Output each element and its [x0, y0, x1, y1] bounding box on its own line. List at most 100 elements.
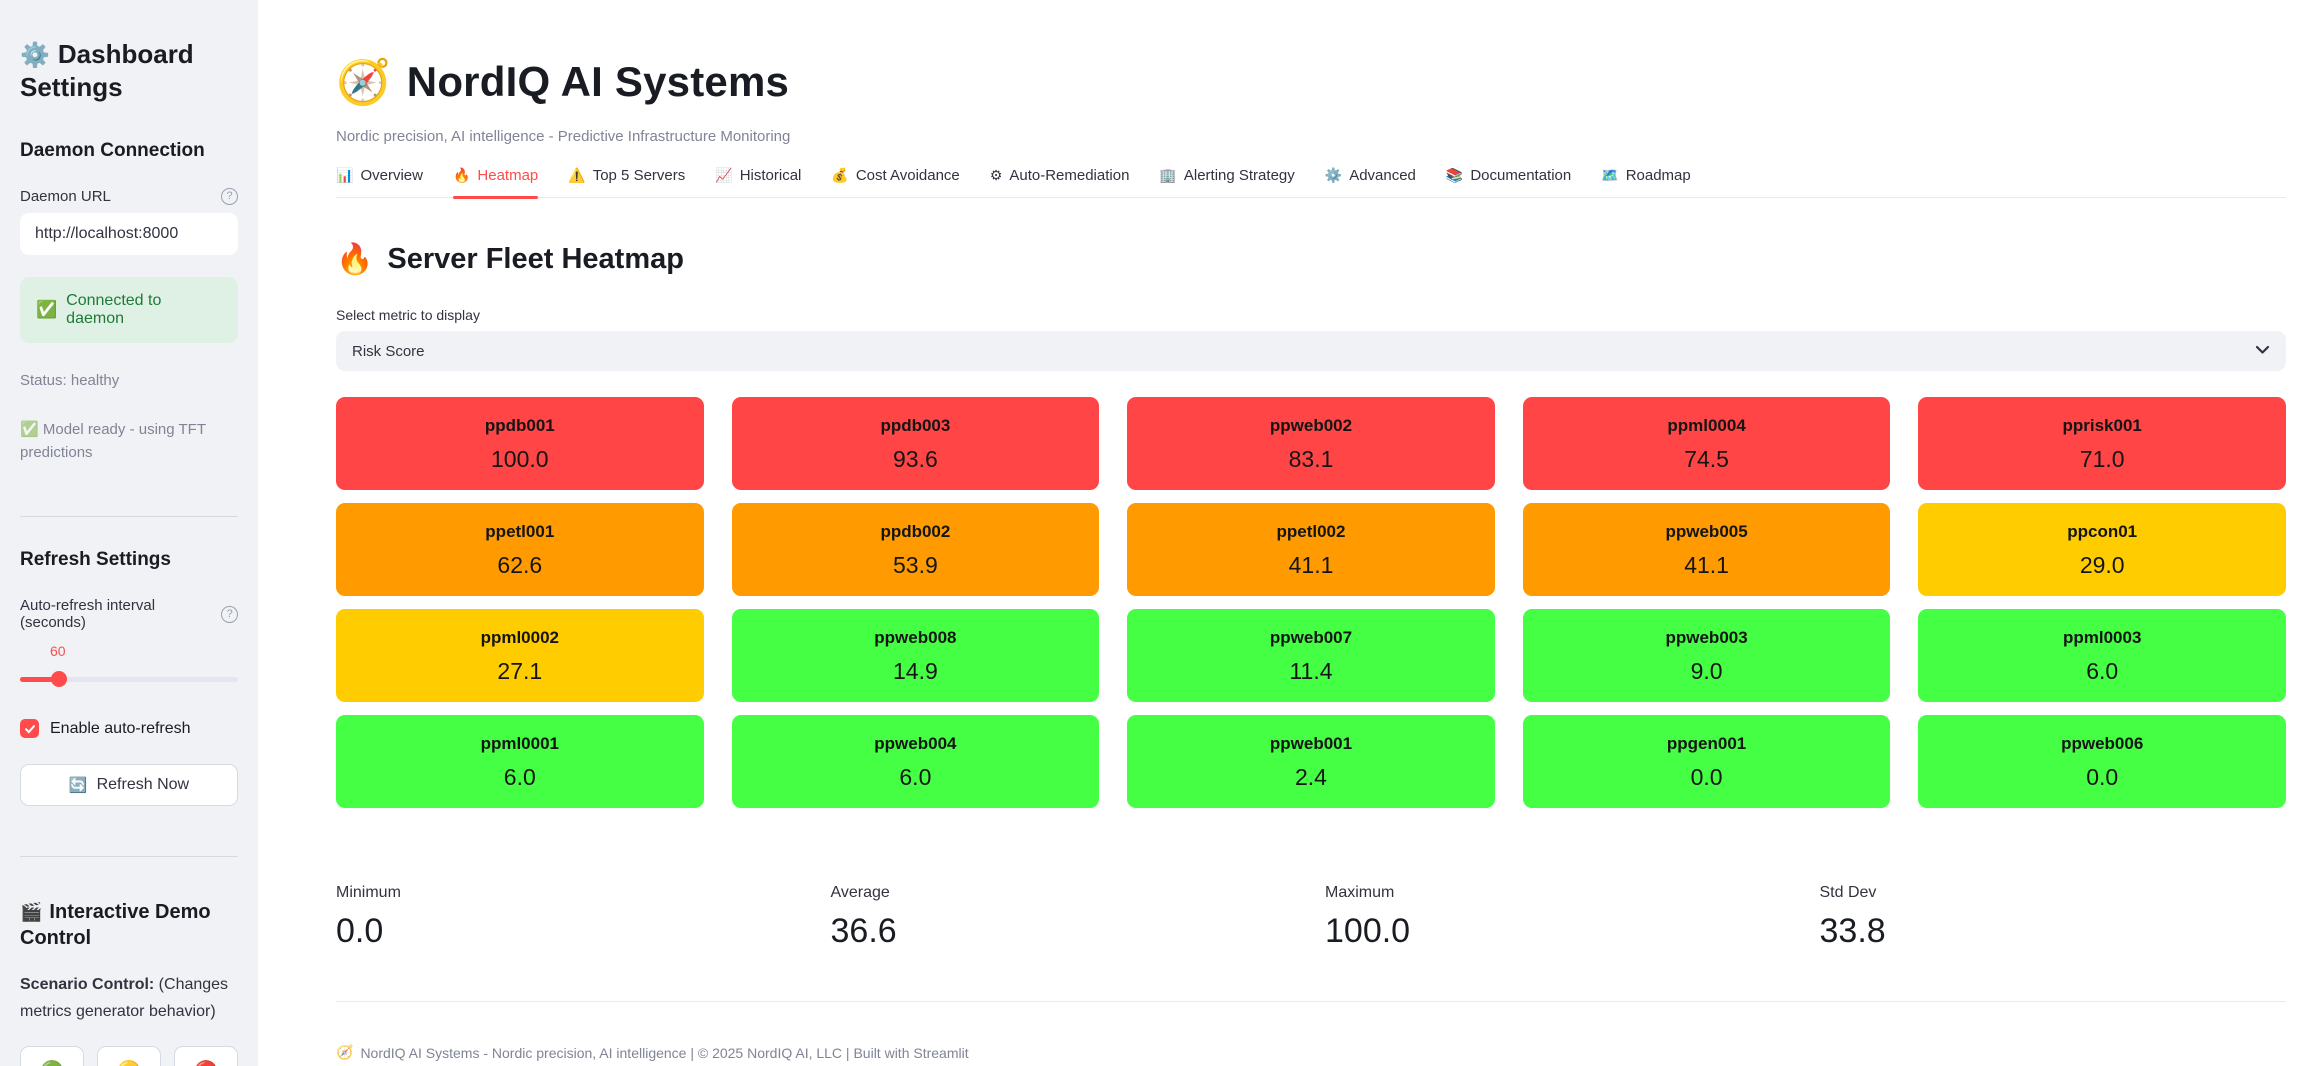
tab-documentation[interactable]: 📚 Documentation: [1446, 167, 1571, 197]
tab-label: Alerting Strategy: [1183, 167, 1295, 184]
stats-row: Minimum 0.0 Average 36.6 Maximum 100.0 Std Dev…: [336, 884, 2286, 951]
flame-icon: 🔥: [336, 243, 374, 276]
tab-bar: 📊 Overview 🔥 Heatmap ⚠️ Top 5 Servers 📈 Histori…: [336, 167, 2286, 199]
heatmap-cell-ppgen001: ppgen001 0.0: [1522, 715, 1891, 808]
heatmap-cell-ppweb005: ppweb005 41.1: [1522, 503, 1891, 596]
demo-control-heading: 🎬 Interactive Demo Control: [20, 901, 211, 950]
heatmap-cell-ppml0004: ppml0004 74.5: [1522, 397, 1891, 490]
server-name: ppml0001: [480, 734, 560, 753]
tab-label: Historical: [739, 167, 802, 184]
scenario-degrading-button[interactable]: 🟡Degrading: [97, 1045, 161, 1066]
server-value: 83.1: [1288, 446, 1334, 472]
tab-top-5-servers[interactable]: ⚠️ Top 5 Servers: [568, 167, 685, 197]
slider-thumb[interactable]: [51, 671, 68, 688]
server-name: ppetl002: [1276, 522, 1346, 541]
server-value: 2.4: [1295, 764, 1327, 790]
tab-historical[interactable]: 📈 Historical: [715, 167, 801, 197]
heatmap-grid: ppdb001 100.0 ppdb003 93.6 ppweb002 83.1 ppml0…: [336, 397, 2286, 808]
gear-icon: ⚙️: [1324, 167, 1343, 183]
stat-minimum: Minimum 0.0: [336, 884, 803, 951]
connection-status-alert: ✅ Connected to daemon: [20, 276, 238, 343]
enable-auto-refresh-checkbox[interactable]: Enable auto-refresh: [20, 719, 238, 739]
server-value: 0.0: [2086, 764, 2119, 790]
server-value: 6.0: [2086, 658, 2119, 684]
server-value: 74.5: [1684, 446, 1729, 472]
tagline: Nordic precision, AI intelligence - Pred…: [336, 128, 791, 145]
heatmap-cell-ppweb008: ppweb008 14.9: [731, 609, 1100, 702]
slider-value: 60: [50, 643, 66, 660]
stat-maximum: Maximum 100.0: [1325, 884, 1792, 951]
tab-roadmap[interactable]: 🗺️ Roadmap: [1601, 167, 1690, 197]
server-value: 71.0: [2079, 446, 2125, 472]
slider-fill: [20, 677, 60, 683]
tab-auto-remediation[interactable]: ⚙ Auto-Remediation: [990, 167, 1130, 197]
slider-track[interactable]: [20, 677, 238, 683]
server-name: ppweb004: [874, 734, 957, 753]
server-value: 29.0: [2079, 552, 2125, 578]
server-value: 27.1: [497, 658, 543, 684]
connected-message: Connected to daemon: [66, 291, 162, 327]
footer-text: NordIQ AI Systems - Nordic precision, AI…: [360, 1044, 969, 1061]
server-value: 41.1: [1288, 552, 1334, 578]
server-name: ppdb003: [880, 416, 951, 435]
stat-std-dev: Std Dev 33.8: [1820, 884, 2287, 951]
refresh-icon: 🔄: [68, 777, 88, 795]
daemon-status-text: Status: healthy: [20, 371, 120, 389]
check-mark-icon: ✅: [20, 420, 39, 438]
server-value: 11.4: [1289, 658, 1333, 684]
heatmap-cell-ppweb001: ppweb001 2.4: [1127, 715, 1495, 808]
tab-cost-avoidance[interactable]: 💰 Cost Avoidance: [831, 167, 959, 197]
app-header: 🧭 NordIQ AI Systems: [336, 56, 2286, 108]
stat-value: 36.6: [830, 912, 897, 950]
server-name: ppml0003: [2062, 628, 2142, 647]
green-circle-icon: 🟢: [40, 1059, 65, 1066]
heatmap-cell-ppetl002: ppetl002 41.1: [1127, 503, 1495, 596]
server-value: 9.0: [1690, 658, 1723, 684]
books-icon: 📚: [1445, 167, 1464, 183]
tab-alerting-strategy[interactable]: 🏢 Alerting Strategy: [1159, 167, 1294, 197]
server-value: 100.0: [491, 446, 549, 472]
tab-label: Advanced: [1349, 167, 1416, 184]
tab-label: Overview: [360, 167, 423, 184]
model-ready-text: ✅ Model ready - using TFT predictions: [20, 420, 206, 461]
heatmap-cell-ppml0001: ppml0001 6.0: [336, 715, 704, 808]
server-name: ppweb003: [1665, 628, 1748, 647]
metric-select[interactable]: Risk Score: [336, 331, 2286, 371]
page-title: NordIQ AI Systems: [406, 58, 790, 105]
server-value: 6.0: [899, 764, 932, 790]
check-mark-icon: ✅: [36, 299, 58, 319]
red-circle-icon: 🔴: [194, 1059, 219, 1066]
help-icon[interactable]: ?: [221, 187, 238, 205]
stat-label: Std Dev: [1819, 884, 1877, 901]
tab-label: Roadmap: [1625, 167, 1691, 184]
sidebar-title: ⚙️ Dashboard Settings: [20, 38, 238, 104]
section-title: Server Fleet Heatmap: [387, 243, 684, 275]
tab-advanced[interactable]: ⚙️ Advanced: [1325, 167, 1416, 197]
server-name: ppcon01: [2067, 522, 2138, 541]
compass-icon: 🧭: [336, 58, 391, 107]
heatmap-cell-ppweb003: ppweb003 9.0: [1522, 609, 1891, 702]
stat-average: Average 36.6: [831, 884, 1298, 951]
scenario-critical-button[interactable]: 🔴Critical: [174, 1045, 238, 1066]
refresh-now-button[interactable]: 🔄 Refresh Now: [20, 764, 238, 807]
tab-heatmap[interactable]: 🔥 Heatmap: [452, 167, 539, 199]
stat-label: Average: [830, 884, 890, 901]
stat-label: Maximum: [1325, 884, 1395, 901]
checkbox-label: Enable auto-refresh: [50, 719, 191, 737]
checkbox-check-icon: [20, 719, 39, 739]
heatmap-cell-ppdb001: ppdb001 100.0: [336, 397, 704, 490]
tab-overview[interactable]: 📊 Overview: [336, 167, 423, 197]
server-name: ppetl001: [485, 522, 555, 541]
heatmap-cell-ppml0003: ppml0003 6.0: [1918, 609, 2286, 702]
server-name: ppweb006: [2061, 734, 2144, 753]
help-icon[interactable]: ?: [221, 605, 238, 623]
server-name: ppdb002: [880, 522, 951, 541]
server-name: ppml0004: [1667, 416, 1746, 435]
scenario-healthy-button[interactable]: 🟢Healthy: [20, 1045, 84, 1066]
refresh-interval-label: Auto-refresh interval (seconds): [20, 597, 156, 632]
refresh-settings-heading: Refresh Settings: [20, 549, 171, 571]
refresh-interval-slider[interactable]: [20, 671, 238, 688]
compass-icon: 🧭: [336, 1044, 354, 1060]
daemon-url-input[interactable]: [20, 212, 238, 255]
tab-label: Documentation: [1470, 167, 1572, 184]
